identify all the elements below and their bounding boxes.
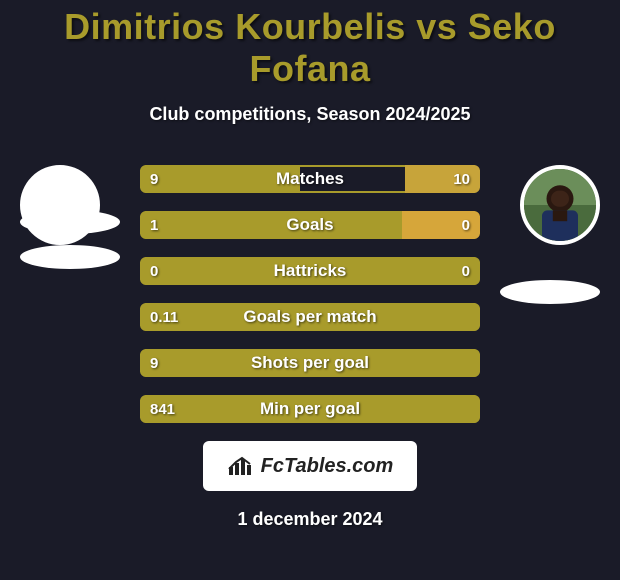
stat-row: Shots per goal9 — [140, 349, 480, 377]
bar-left-fill — [140, 349, 480, 377]
stat-bars: Matches910 Goals10 Hattricks00 Goals per ma… — [140, 165, 480, 423]
brand-chart-icon — [227, 455, 255, 477]
tag-left-2 — [20, 245, 120, 269]
bar-left-fill — [140, 257, 480, 285]
stat-row: Goals10 — [140, 211, 480, 239]
tag-right — [500, 280, 600, 304]
brand-text: FcTables.com — [261, 455, 394, 478]
stat-row: Matches910 — [140, 165, 480, 193]
bar-right-fill — [402, 211, 480, 239]
stat-row: Hattricks00 — [140, 257, 480, 285]
tag-left-1 — [20, 210, 120, 234]
bar-left-fill — [140, 395, 480, 423]
stat-row: Min per goal841 — [140, 395, 480, 423]
brand-box[interactable]: FcTables.com — [203, 441, 417, 491]
bar-left-fill — [140, 165, 300, 193]
page-title: Dimitrios Kourbelis vs Seko Fofana — [0, 0, 620, 90]
player-photo-icon — [524, 169, 596, 241]
bar-right-fill — [405, 165, 480, 193]
bar-left-fill — [140, 303, 480, 331]
subtitle: Club competitions, Season 2024/2025 — [0, 104, 620, 125]
stat-row: Goals per match0.11 — [140, 303, 480, 331]
compare-area: Matches910 Goals10 Hattricks00 Goals per ma… — [0, 165, 620, 423]
bar-left-fill — [140, 211, 402, 239]
avatar-right — [520, 165, 600, 245]
date-text: 1 december 2024 — [0, 509, 620, 530]
